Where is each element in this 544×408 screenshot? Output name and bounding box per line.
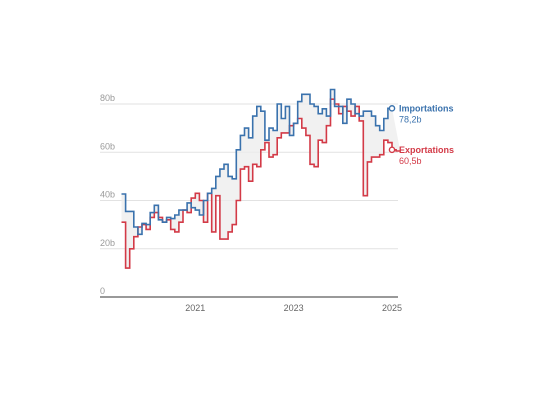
exportations-end-marker — [388, 146, 396, 154]
y-tick-label: 0 — [100, 286, 105, 296]
importations-line — [121, 88, 392, 236]
exportations-end-value: 60,5b — [399, 156, 422, 166]
importations-legend-label: Importations — [399, 103, 454, 113]
x-axis-tick-labels: 2021 2023 2025 — [185, 303, 402, 313]
y-tick-label: 60b — [100, 141, 115, 151]
y-axis-tick-labels: 0 20b 40b 60b 80b — [100, 93, 115, 296]
x-tick-label: 2025 — [382, 303, 402, 313]
y-tick-label: 80b — [100, 93, 115, 103]
y-tick-label: 40b — [100, 190, 115, 200]
exportations-legend-label: Exportations — [399, 145, 454, 155]
gap-fill-area — [121, 89, 401, 269]
y-tick-label: 20b — [100, 238, 115, 248]
x-tick-label: 2021 — [185, 303, 205, 313]
x-tick-label: 2023 — [284, 303, 304, 313]
importations-end-value: 78,2b — [399, 114, 422, 124]
importations-end-marker — [388, 105, 396, 112]
